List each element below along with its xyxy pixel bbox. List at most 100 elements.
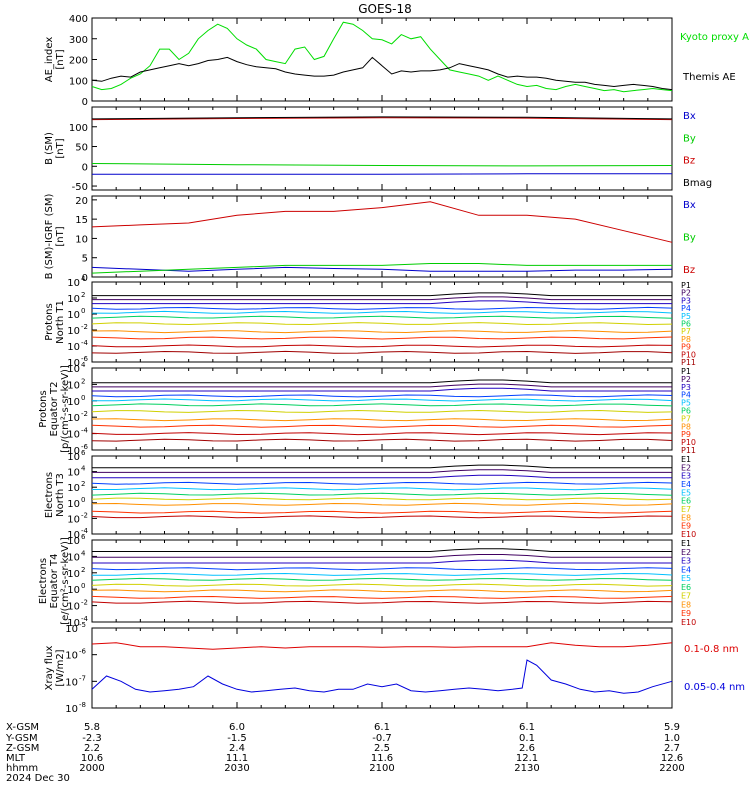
- channel-line-e5: [91, 572, 673, 576]
- y-tick-exponent: 2: [81, 291, 85, 299]
- channel-legend-label: E6: [681, 497, 691, 506]
- x-axis-date: 2024 Dec 30: [6, 773, 70, 784]
- channel-line-e7: [91, 583, 673, 587]
- x-axis-time-label: 2130: [514, 763, 539, 774]
- y-tick-exponent: 0: [81, 496, 85, 504]
- legend-label: Bz: [683, 265, 695, 276]
- channel-legend-label: E4: [681, 480, 691, 489]
- x-axis-row-value: 11.1: [226, 753, 248, 764]
- y-tick-exponent: 2: [81, 480, 85, 488]
- chart-title: GOES-18: [358, 2, 412, 16]
- y-tick-label: 10: [67, 326, 80, 337]
- panel-b: B (SM) [nT] -50 0 50 100 Bx By Bz Bmag: [44, 106, 712, 193]
- panel-frame: [91, 195, 673, 278]
- y-tick-exponent: -5: [79, 621, 86, 629]
- x-axis-row-value: 6.0: [229, 722, 245, 733]
- y-tick-label: 20: [75, 196, 88, 207]
- channel-legend-label: E1: [681, 455, 691, 464]
- y-tick-label: 50: [75, 143, 88, 154]
- x-axis-time-label: 2100: [369, 763, 394, 774]
- channel-legend-label: P4: [681, 304, 691, 313]
- y-tick-label: 10: [67, 569, 80, 580]
- series-line-bmag: [91, 116, 673, 120]
- y-tick-label: 10: [65, 624, 78, 635]
- xray-series-line: [91, 659, 673, 694]
- channel-legend-label: P7: [681, 327, 691, 336]
- y-axis-label: B (SM)-IGRF (SM): [44, 194, 55, 280]
- channel-line-e6: [91, 492, 673, 496]
- channel-line-p3: [92, 300, 672, 305]
- x-axis-row-value: 1.0: [664, 733, 680, 744]
- y-tick-label: -50: [72, 182, 88, 193]
- channel-legend-label: P8: [681, 335, 691, 344]
- y-axis-label: AE_index: [44, 37, 55, 83]
- channel-line-e4: [91, 481, 673, 485]
- channel-legend-label: E5: [681, 574, 691, 583]
- channel-legend-label: P2: [681, 289, 691, 298]
- y-tick-label: 10: [65, 677, 78, 688]
- y-tick-label: 10: [67, 514, 80, 525]
- channel-legend-label: E7: [681, 505, 691, 514]
- y-tick-exponent: -4: [81, 427, 89, 435]
- channel-line-p2: [92, 383, 672, 388]
- channel-legend-label: E7: [681, 592, 691, 601]
- y-axis-label: B (SM): [44, 132, 55, 165]
- channel-line-p1: [92, 379, 672, 384]
- channel-line-p5: [91, 310, 673, 314]
- channel-line-p11: [91, 438, 673, 442]
- y-tick-label: 10: [67, 294, 80, 305]
- y-tick-label: 10: [67, 278, 80, 289]
- y-tick-label: 400: [69, 14, 88, 25]
- channel-line-e10: [91, 515, 673, 519]
- panel-ae: AE_index [nT] 0 100 200 300 400 Kyoto proxy AE T…: [44, 14, 750, 108]
- x-axis-row-label: hhmm: [6, 763, 38, 774]
- y-tick-label: 10: [67, 530, 80, 541]
- series-line-by: [91, 163, 673, 167]
- y-axis-label: [W/m2]: [55, 649, 66, 686]
- y-tick-exponent: -4: [81, 339, 89, 347]
- y-tick-exponent: 0: [81, 582, 85, 590]
- y-tick-label: 100: [69, 123, 88, 134]
- y-tick-exponent: -2: [81, 323, 88, 331]
- y-tick-label: 300: [69, 35, 88, 46]
- y-tick-exponent: 6: [81, 449, 86, 457]
- series-line-bz: [91, 117, 673, 121]
- y-tick-label: 10: [67, 358, 80, 369]
- channel-line-p7: [91, 322, 673, 326]
- channel-legend-label: P11: [681, 358, 696, 367]
- y-tick-exponent: 0: [81, 307, 85, 315]
- x-axis-block: X-GSM 5.8 6.0 6.1 6.1 5.9 Y-GSM -2.3 -1.5 -0.7 0.1…: [5, 722, 685, 784]
- channel-legend-label: P3: [681, 383, 691, 392]
- channel-line-p6: [91, 403, 673, 407]
- y-tick-label: 10: [67, 413, 80, 424]
- channel-line-e6: [91, 577, 673, 581]
- x-axis-row-value: -1.5: [227, 733, 247, 744]
- y-tick-exponent: -6: [79, 648, 87, 656]
- y-tick-label: 10: [67, 397, 80, 408]
- x-axis-row-label: Z-GSM: [6, 743, 39, 754]
- y-tick-label: 0: [82, 162, 88, 173]
- y-axis-label: Protons: [38, 390, 49, 427]
- y-tick-exponent: -6: [81, 355, 89, 363]
- channel-legend-label: E9: [681, 522, 691, 531]
- legend-label: By: [683, 233, 696, 244]
- y-axis-label: [nT]: [55, 138, 66, 158]
- channel-legend-label: E10: [681, 618, 696, 627]
- channel-line-e7: [91, 497, 673, 501]
- x-axis-row-label: Y-GSM: [5, 733, 38, 744]
- y-tick-label: 5: [82, 254, 88, 265]
- x-axis-time-label: 2200: [659, 763, 684, 774]
- channel-line-e2: [92, 469, 672, 473]
- channel-legend-label: E2: [681, 463, 691, 472]
- panel-protonsT2: Protons Equator T2 [p/(cm²-s-sr-keV)]10 -61…: [38, 361, 696, 457]
- series-line-bx: [91, 266, 673, 272]
- channel-line-e4: [91, 567, 673, 571]
- y-tick-label: 10: [67, 602, 80, 613]
- x-axis-row-value: 10.6: [81, 753, 103, 764]
- panel-frame: [91, 281, 673, 363]
- y-tick-exponent: 2: [81, 566, 85, 574]
- x-axis-row-label: MLT: [6, 753, 26, 764]
